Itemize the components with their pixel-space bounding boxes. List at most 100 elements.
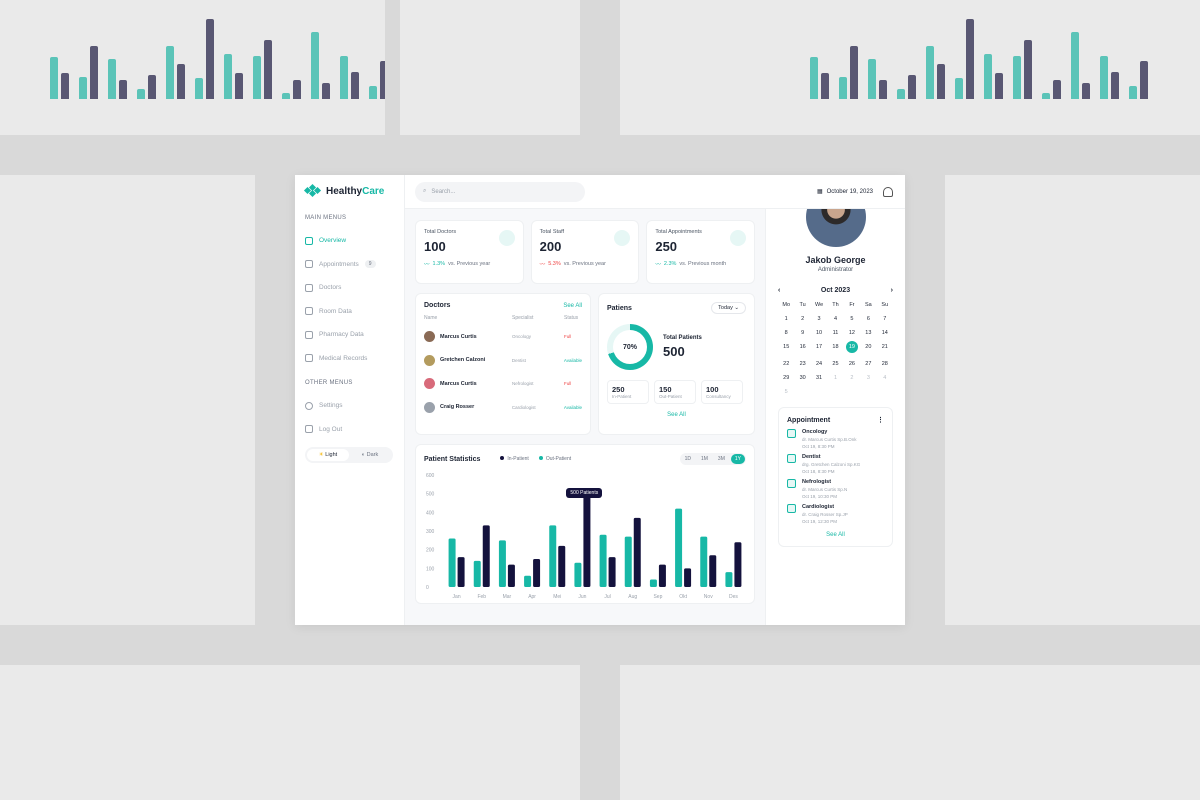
- sidebar-item-settings[interactable]: Settings: [305, 394, 394, 418]
- calendar-day[interactable]: 18: [832, 344, 839, 350]
- appointment-item[interactable]: Nefrologist dr. Marcus Curtis Sp.N Oct 19,…: [787, 479, 884, 499]
- stat-card-doctors[interactable]: Total Doctors 100 〰 1.3% vs. Previous year: [415, 220, 524, 284]
- bar-in-patient[interactable]: [709, 555, 717, 587]
- calendar-day[interactable]: 13: [865, 330, 872, 336]
- bar-in-patient[interactable]: [734, 542, 742, 587]
- stat-card-appointments[interactable]: Total Appointments 250 〰 2.3% vs. Previous…: [646, 220, 756, 284]
- calendar-day[interactable]: 28: [881, 361, 888, 367]
- bar-in-patient[interactable]: [457, 557, 465, 587]
- y-tick-label: 100: [426, 566, 435, 572]
- calendar-day[interactable]: 12: [848, 330, 855, 336]
- appointments-see-all-link[interactable]: See All: [826, 532, 845, 538]
- sidebar-item-room-data[interactable]: Room Data: [305, 300, 394, 324]
- sidebar-item-logout[interactable]: Log Out: [305, 418, 394, 442]
- bar-out-patient[interactable]: [700, 536, 708, 587]
- more-icon[interactable]: ⋮: [877, 417, 884, 424]
- y-tick-label: 500: [426, 492, 435, 498]
- calendar-day[interactable]: 2: [801, 316, 805, 322]
- calendar-day[interactable]: 3: [866, 375, 870, 381]
- calendar-day[interactable]: 21: [881, 344, 888, 350]
- calendar-day[interactable]: 25: [832, 361, 839, 367]
- calendar-day[interactable]: 24: [816, 361, 823, 367]
- search-icon: ⌕: [423, 188, 427, 194]
- calendar-day[interactable]: 16: [799, 344, 806, 350]
- table-row[interactable]: Marcus Curtis Nefrologist Full: [424, 372, 582, 396]
- calendar-day[interactable]: 22: [783, 361, 790, 367]
- bar-in-patient[interactable]: [658, 564, 666, 587]
- chevron-right-icon[interactable]: ›: [890, 287, 893, 294]
- calendar-day[interactable]: 4: [883, 375, 887, 381]
- sidebar-item-medical-records[interactable]: Medical Records: [305, 347, 394, 371]
- bar-out-patient[interactable]: [473, 560, 481, 587]
- bar-out-patient[interactable]: [624, 536, 632, 587]
- bar-out-patient[interactable]: [524, 575, 532, 587]
- bar-in-patient[interactable]: [558, 545, 566, 587]
- appointment-item[interactable]: Oncology dr. Marcus Curtis Sp.B.Onk Oct 19…: [787, 429, 884, 449]
- calendar-day[interactable]: 23: [799, 361, 806, 367]
- bar-in-patient[interactable]: [507, 564, 515, 587]
- calendar-day[interactable]: 27: [865, 361, 872, 367]
- calendar-day[interactable]: 4: [833, 316, 838, 322]
- calendar-day[interactable]: 20: [865, 344, 872, 350]
- calendar-day[interactable]: 17: [816, 344, 823, 350]
- calendar-day[interactable]: 7: [883, 316, 887, 322]
- bar-in-patient[interactable]: [608, 557, 616, 587]
- calendar-day[interactable]: 5: [784, 389, 788, 395]
- bar-in-patient[interactable]: [583, 493, 591, 587]
- bar-out-patient[interactable]: [448, 538, 456, 587]
- bar-out-patient[interactable]: [498, 540, 506, 587]
- calendar-day[interactable]: 2: [850, 375, 854, 381]
- bell-icon[interactable]: [883, 186, 893, 197]
- theme-dark-button[interactable]: ◐ Dark: [349, 449, 391, 461]
- appointment-item[interactable]: Dentist drg. Gretchen Calzoni Sp.KG Oct 18…: [787, 454, 884, 474]
- sidebar-item-appointments[interactable]: Appointments 9: [305, 253, 394, 277]
- bar-in-patient[interactable]: [633, 517, 641, 587]
- calendar-day[interactable]: 26: [848, 361, 855, 367]
- calendar-day[interactable]: 11: [832, 330, 839, 336]
- table-row[interactable]: Marcus Curtis Oncology Full: [424, 325, 582, 349]
- sidebar-item-pharmacy-data[interactable]: Pharmacy Data: [305, 323, 394, 347]
- bg-bar-pair: [810, 57, 829, 99]
- logo[interactable]: HealthyCare: [303, 183, 394, 198]
- sidebar: HealthyCare MAIN MENUS Overview Appointm…: [295, 175, 405, 625]
- range-1y[interactable]: 1Y: [730, 454, 745, 464]
- bar-out-patient[interactable]: [725, 572, 733, 587]
- calendar-day[interactable]: 1: [833, 375, 838, 381]
- sidebar-item-doctors[interactable]: Doctors: [305, 276, 394, 300]
- calendar-day[interactable]: 29: [783, 375, 790, 381]
- chevron-left-icon[interactable]: ‹: [778, 287, 781, 294]
- bar-in-patient[interactable]: [482, 525, 490, 587]
- search-input[interactable]: ⌕ Search...: [415, 181, 585, 202]
- bar-out-patient[interactable]: [675, 508, 683, 587]
- bar-out-patient[interactable]: [649, 579, 657, 587]
- calendar-day[interactable]: 10: [816, 330, 823, 336]
- calendar-day[interactable]: 15: [783, 344, 790, 350]
- theme-light-button[interactable]: ☀ Light: [307, 449, 349, 461]
- patiens-filter-select[interactable]: Today ⌄: [711, 302, 746, 314]
- patiens-see-all-link[interactable]: See All: [667, 412, 686, 418]
- bar-out-patient[interactable]: [599, 534, 607, 587]
- table-row[interactable]: Gretchen Calzoni Dentist Available: [424, 349, 582, 373]
- bar-out-patient[interactable]: [574, 562, 582, 587]
- calendar-day[interactable]: 8: [784, 330, 788, 336]
- calendar-day[interactable]: 6: [866, 316, 870, 322]
- doctors-see-all-link[interactable]: See All: [563, 302, 582, 309]
- bar-in-patient[interactable]: [533, 559, 541, 587]
- calendar-day[interactable]: 9: [801, 330, 805, 336]
- calendar-day[interactable]: 31: [816, 375, 823, 381]
- stat-card-staff[interactable]: Total Staff 200 〰 5.3% vs. Previous year: [530, 220, 640, 284]
- appointment-item[interactable]: Cardiologist dr. Craig Rosser Sp.JP Oct 19…: [787, 504, 884, 524]
- sidebar-item-overview[interactable]: Overview: [305, 229, 394, 253]
- range-3m[interactable]: 3M: [717, 456, 725, 462]
- range-1d[interactable]: 1D: [684, 456, 691, 462]
- bar-out-patient[interactable]: [549, 525, 557, 587]
- calendar-day[interactable]: 14: [881, 330, 888, 336]
- calendar-day[interactable]: 30: [799, 375, 806, 381]
- calendar-day[interactable]: 3: [817, 316, 821, 322]
- bar-in-patient[interactable]: [684, 568, 692, 587]
- calendar-day[interactable]: 1: [784, 316, 788, 322]
- range-1m[interactable]: 1M: [700, 456, 708, 462]
- table-row[interactable]: Craig Rosser Cardiologist Available: [424, 396, 582, 420]
- calendar-day[interactable]: 5: [850, 316, 854, 322]
- calendar-day[interactable]: 19: [844, 341, 860, 353]
